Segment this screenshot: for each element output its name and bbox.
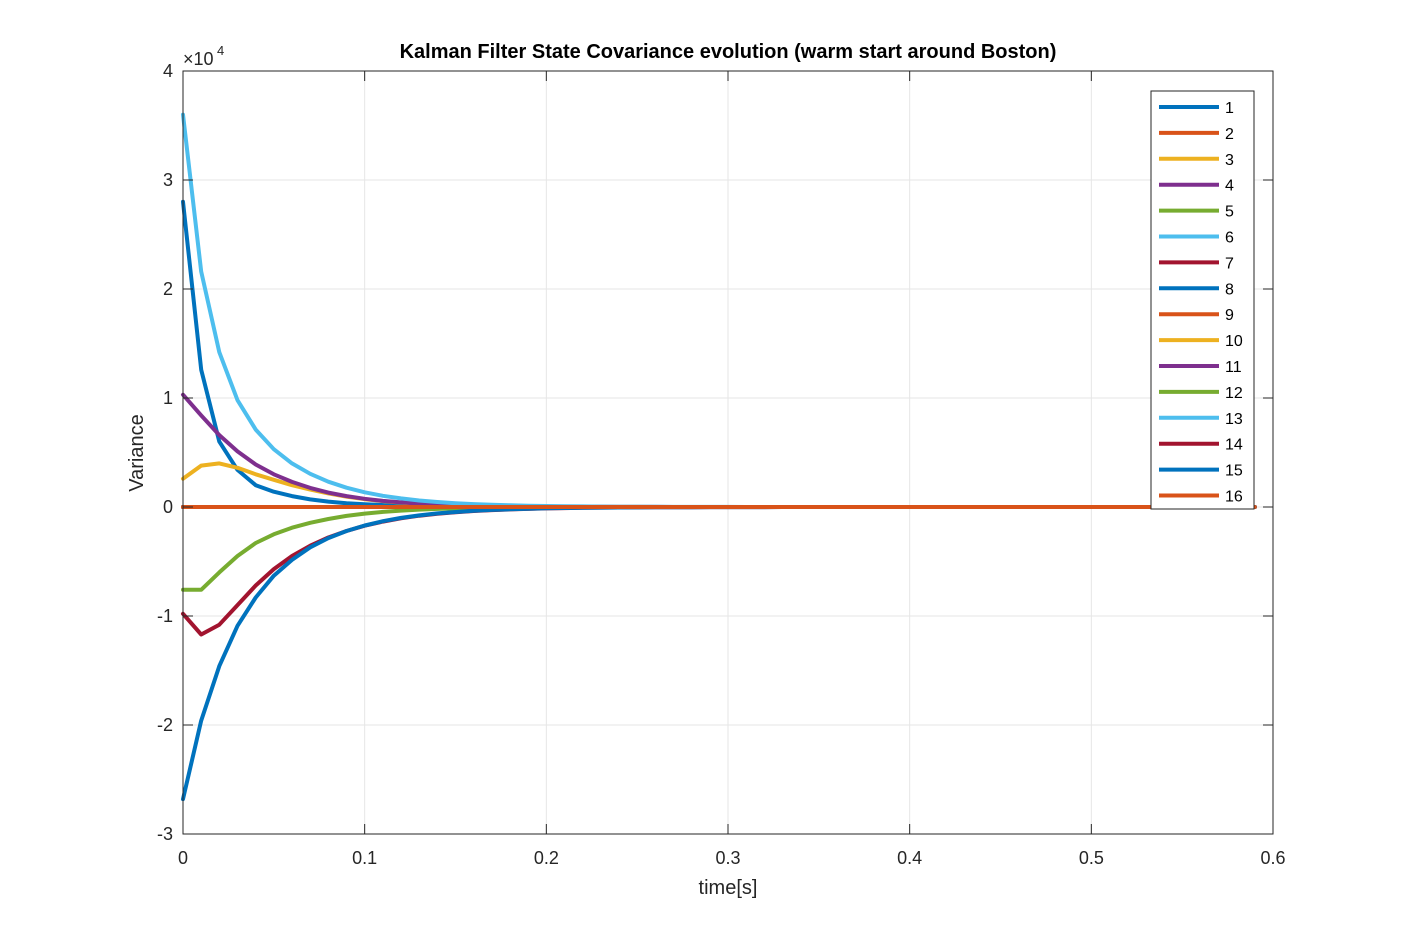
y-tick-labels: -3 -2 -1 0 1 2 3 4 <box>157 61 173 844</box>
legend-label-16: 16 <box>1225 489 1243 506</box>
axis-ticks <box>182 70 1274 835</box>
legend-label-8: 8 <box>1225 281 1234 298</box>
y-multiplier-base: ×10 <box>183 49 214 69</box>
legend-label-10: 10 <box>1225 333 1243 350</box>
chart-title: Kalman Filter State Covariance evolution… <box>400 41 1057 63</box>
x-tick-label: 0 <box>178 848 188 868</box>
x-tick-label: 0.1 <box>352 848 377 868</box>
legend-label-11: 11 <box>1225 359 1242 376</box>
legend-label-9: 9 <box>1225 307 1234 324</box>
legend-label-1: 1 <box>1225 100 1234 117</box>
x-tick-label: 0.3 <box>715 848 740 868</box>
legend-label-15: 15 <box>1225 463 1243 480</box>
y-tick-label: 1 <box>163 388 173 408</box>
series-lines <box>181 112 1257 802</box>
y-tick-label: -2 <box>157 715 173 735</box>
y-tick-label: 0 <box>163 497 173 517</box>
x-tick-label: 0.5 <box>1079 848 1104 868</box>
x-tick-label: 0.4 <box>897 848 922 868</box>
y-tick-label: 4 <box>163 61 173 81</box>
legend-label-13: 13 <box>1225 411 1243 428</box>
legend-label-3: 3 <box>1225 152 1234 169</box>
y-tick-label: 2 <box>163 279 173 299</box>
y-tick-label: 3 <box>163 170 173 190</box>
legend-label-4: 4 <box>1225 178 1234 195</box>
legend-label-2: 2 <box>1225 126 1234 143</box>
x-tick-label: 0.6 <box>1260 848 1285 868</box>
legend-label-6: 6 <box>1225 230 1234 247</box>
x-axis-label: time[s] <box>699 877 758 899</box>
legend-label-5: 5 <box>1225 204 1234 221</box>
legend-label-7: 7 <box>1225 255 1234 272</box>
legend-label-12: 12 <box>1225 385 1243 402</box>
x-tick-labels: 0 0.1 0.2 0.3 0.4 0.5 0.6 <box>178 848 1286 868</box>
y-multiplier-exponent: 4 <box>217 43 224 58</box>
y-tick-label: -1 <box>157 606 173 626</box>
y-tick-label: -3 <box>157 824 173 844</box>
y-axis-label: Variance <box>126 414 148 491</box>
x-tick-label: 0.2 <box>534 848 559 868</box>
legend-label-14: 14 <box>1225 437 1243 454</box>
